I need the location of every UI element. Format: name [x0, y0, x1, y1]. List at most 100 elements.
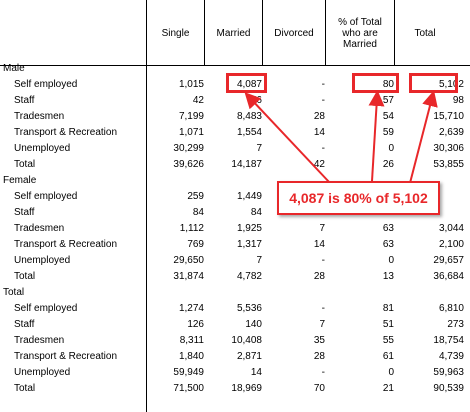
- cell-value: 98: [452, 95, 464, 106]
- cell-value: 31,874: [173, 271, 204, 282]
- section-label: Female: [3, 175, 37, 186]
- cell-value: -: [321, 367, 325, 378]
- row-label: Total: [14, 383, 36, 394]
- cell-value: 6,810: [438, 303, 464, 314]
- cell-value: 42: [192, 95, 204, 106]
- cell-value: 7: [256, 255, 262, 266]
- cell-value: 14,187: [231, 159, 262, 170]
- table-row: Total 71,500 18,969 70 21 90,539: [0, 381, 470, 397]
- cell-value: 259: [187, 191, 204, 202]
- cell-value: 55: [382, 335, 394, 346]
- table-row: Transport & Recreation 1,071 1,554 14 59 2,63…: [0, 125, 470, 141]
- cell-value: 13: [382, 271, 394, 282]
- cell-value: 769: [187, 239, 204, 250]
- table-row: Self employed 1,274 5,536 - 81 6,810: [0, 301, 470, 317]
- cell-value: 14: [250, 367, 262, 378]
- cell-value: 59: [382, 127, 394, 138]
- cell-value: 39,626: [173, 159, 204, 170]
- cell-value: 4,087: [236, 79, 262, 90]
- cell-value: 54: [382, 111, 394, 122]
- cell-value: 28: [313, 351, 325, 362]
- table-row: Self employed 259 1,449: [0, 189, 470, 205]
- column-divider: [146, 0, 147, 65]
- cell-value: 7: [319, 319, 325, 330]
- cell-value: 1,112: [179, 223, 204, 234]
- table-row: Unemployed 29,650 7 - 0 29,657: [0, 253, 470, 269]
- row-label: Staff: [14, 95, 35, 106]
- row-label: Total: [14, 159, 36, 170]
- table-row: Total 39,626 14,187 42 26 53,855: [0, 157, 470, 173]
- section-header-row: Male: [0, 61, 470, 77]
- cell-value: 0: [388, 143, 394, 154]
- cell-value: 28: [313, 271, 325, 282]
- table-row: Transport & Recreation 1,840 2,871 28 61 4,73…: [0, 349, 470, 365]
- body-left-border: [146, 65, 147, 412]
- cell-value: 1,554: [236, 127, 262, 138]
- column-divider: [204, 0, 205, 65]
- cell-value: 28: [313, 111, 325, 122]
- row-label: Tradesmen: [14, 111, 65, 122]
- cell-value: 1,925: [236, 223, 262, 234]
- header-divorced: Divorced: [274, 27, 314, 39]
- cell-value: 3,044: [438, 223, 464, 234]
- cell-value: 1,274: [178, 303, 204, 314]
- cell-value: 42: [313, 159, 325, 170]
- cell-value: 1,840: [178, 351, 204, 362]
- cell-value: 2,639: [438, 127, 464, 138]
- cell-value: -: [321, 79, 325, 90]
- cell-value: 1,071: [178, 127, 204, 138]
- column-divider: [262, 0, 263, 65]
- cell-value: 14: [313, 127, 325, 138]
- cell-value: 84: [192, 207, 204, 218]
- cell-value: 80: [382, 79, 394, 90]
- cell-value: 0: [388, 367, 394, 378]
- cell-value: 70: [313, 383, 325, 394]
- cell-value: 2,871: [236, 351, 262, 362]
- cell-value: 51: [382, 319, 394, 330]
- row-label: Self employed: [14, 303, 78, 314]
- row-label: Self employed: [14, 79, 78, 90]
- arrow-to-total: [409, 90, 438, 184]
- cell-value: 21: [382, 383, 394, 394]
- row-label: Tradesmen: [14, 335, 65, 346]
- cell-value: 7: [319, 223, 325, 234]
- cell-value: 57: [382, 95, 394, 106]
- row-label: Transport & Recreation: [14, 351, 118, 362]
- cell-value: 63: [382, 223, 394, 234]
- cell-value: -: [321, 255, 325, 266]
- arrow-to-percent: [368, 90, 385, 182]
- table-row: Transport & Recreation 769 1,317 14 63 2,100: [0, 237, 470, 253]
- row-label: Staff: [14, 319, 35, 330]
- table-row: Self employed 1,015 4,087 - 80 5,102: [0, 77, 470, 93]
- header-married: Married: [216, 27, 251, 39]
- row-label: Self employed: [14, 191, 78, 202]
- section-label: Total: [3, 287, 25, 298]
- cell-value: 90,539: [433, 383, 464, 394]
- row-label: Unemployed: [14, 143, 71, 154]
- cell-value: 59,949: [173, 367, 204, 378]
- highlight-married-box: [226, 73, 267, 93]
- cell-value: 18,969: [231, 383, 262, 394]
- cell-value: 5,102: [438, 79, 464, 90]
- row-label: Total: [14, 271, 36, 282]
- row-label: Unemployed: [14, 255, 71, 266]
- cell-value: 8,311: [179, 335, 204, 346]
- cell-value: 4,782: [236, 271, 262, 282]
- cell-value: 53,855: [433, 159, 464, 170]
- cell-value: 36,684: [433, 271, 464, 282]
- cell-value: 61: [382, 351, 394, 362]
- table-row: Unemployed 59,949 14 - 0 59,963: [0, 365, 470, 381]
- cell-value: 59,963: [433, 367, 464, 378]
- cell-value: 7: [256, 143, 262, 154]
- cell-value: 8,483: [236, 111, 262, 122]
- cell-value: 30,306: [433, 143, 464, 154]
- cell-value: 15,710: [433, 111, 464, 122]
- cell-value: 0: [388, 255, 394, 266]
- cell-value: 18,754: [433, 335, 464, 346]
- section-header-row: Female: [0, 173, 470, 189]
- header-total: Total: [414, 27, 436, 39]
- row-label: Staff: [14, 207, 35, 218]
- table-row: Tradesmen 7,199 8,483 28 54 15,710: [0, 109, 470, 125]
- cell-value: 71,500: [173, 383, 204, 394]
